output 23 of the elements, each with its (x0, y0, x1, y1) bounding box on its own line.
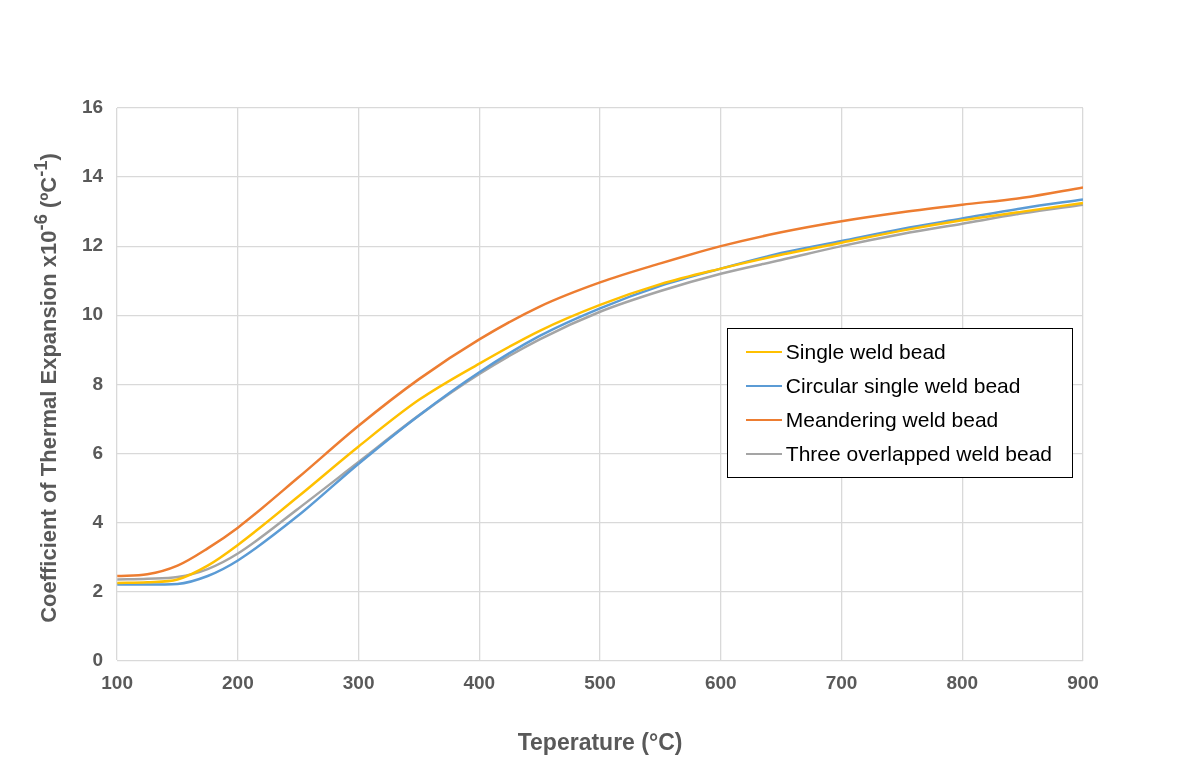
y-tick-label: 10 (81, 303, 104, 325)
y-tick-label: 12 (81, 234, 104, 256)
x-tick-label: 600 (704, 672, 737, 694)
y-tick-label: 0 (92, 648, 104, 670)
x-axis-title: Teperature (°C) (517, 728, 683, 755)
y-tick-label: 2 (92, 579, 104, 601)
legend-label: Meandering weld bead (785, 408, 999, 432)
y-tick-label: 4 (92, 510, 104, 532)
legend-label: Three overlapped weld bead (785, 442, 1052, 466)
x-tick-label: 300 (342, 672, 375, 694)
x-tick-label: 500 (584, 672, 616, 694)
x-tick-label: 200 (222, 672, 254, 694)
y-tick-label: 14 (81, 165, 104, 187)
y-tick-label: 16 (81, 96, 104, 118)
y-tick-label: 8 (92, 372, 104, 394)
x-tick-label: 900 (1067, 672, 1099, 694)
x-tick-label: 700 (825, 672, 858, 694)
y-tick-label: 6 (92, 441, 104, 463)
x-tick-label: 100 (101, 672, 133, 694)
legend-label: Circular single weld bead (785, 374, 1021, 398)
x-tick-label: 800 (946, 672, 979, 694)
x-tick-label: 400 (463, 672, 496, 694)
legend-label: Single weld bead (785, 340, 946, 364)
